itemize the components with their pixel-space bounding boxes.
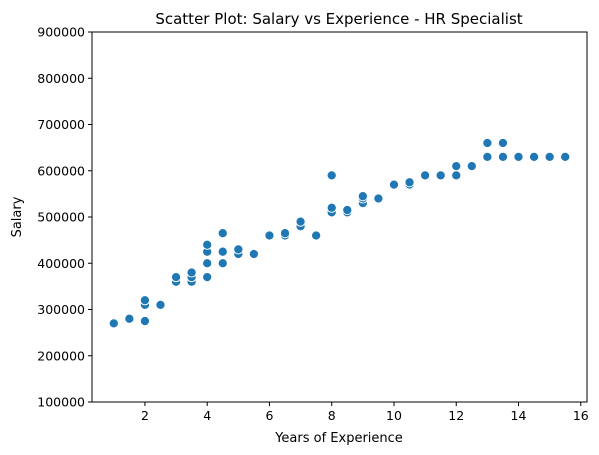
scatter-point <box>404 177 415 188</box>
scatter-point <box>497 137 508 149</box>
scatter-point <box>544 151 555 162</box>
y-tick-label: 400000 <box>37 256 85 271</box>
scatter-point <box>529 151 540 162</box>
scatter-point <box>155 299 166 310</box>
scatter-point <box>279 228 291 239</box>
x-tick-label: 14 <box>511 408 527 423</box>
scatter-point <box>560 151 571 162</box>
scatter-point <box>139 316 150 327</box>
scatter-point <box>497 151 508 162</box>
scatter-point <box>202 258 213 269</box>
scatter-point <box>513 151 524 162</box>
scatter-point <box>326 202 337 213</box>
y-tick-label: 200000 <box>37 348 85 363</box>
scatter-point <box>233 244 244 255</box>
scatter-point <box>373 193 384 204</box>
scatter-point <box>124 313 135 324</box>
y-tick-label: 500000 <box>37 210 85 225</box>
plot-frame <box>91 31 588 403</box>
x-axis: 2 4 6 8 10 12 14 16 <box>141 402 589 423</box>
scatter-point <box>342 205 353 216</box>
scatter-point <box>420 170 431 181</box>
y-tick-label: 900000 <box>37 25 85 40</box>
chart-title: Scatter Plot: Salary vs Experience - HR … <box>155 10 522 28</box>
scatter-point <box>248 248 259 260</box>
scatter-point <box>357 191 368 202</box>
scatter-point <box>482 137 493 149</box>
x-tick-label: 6 <box>265 408 273 423</box>
scatter-point <box>435 170 446 181</box>
scatter-point <box>202 272 213 283</box>
scatter-point <box>311 230 322 241</box>
scatter-point <box>295 216 306 227</box>
y-tick-label: 100000 <box>37 395 85 410</box>
scatter-point <box>217 246 228 257</box>
y-axis: 100000 200000 300000 400000 500000 600000 7000… <box>37 25 92 410</box>
scatter-point <box>186 267 197 278</box>
scatter-point <box>171 272 182 283</box>
scatter-point <box>326 170 337 181</box>
scatter-point <box>466 161 477 172</box>
x-axis-title: Years of Experience <box>274 431 403 446</box>
x-tick-label: 16 <box>573 408 589 423</box>
scatter-point <box>482 151 493 162</box>
scatter-point <box>451 161 462 172</box>
y-tick-label: 700000 <box>37 117 85 132</box>
y-tick-label: 800000 <box>37 71 85 86</box>
scatter-point <box>202 239 213 250</box>
x-tick-label: 8 <box>328 408 336 423</box>
scatter-point <box>388 179 400 190</box>
points-layer <box>108 137 571 329</box>
x-tick-label: 12 <box>448 408 464 423</box>
x-tick-label: 10 <box>386 408 402 423</box>
scatter-point <box>451 170 462 181</box>
scatter-point <box>217 228 228 239</box>
scatter-point <box>139 295 150 306</box>
scatter-point <box>264 230 275 241</box>
y-axis-title: Salary <box>10 196 25 237</box>
x-tick-label: 2 <box>141 408 149 423</box>
x-tick-label: 4 <box>203 408 211 423</box>
y-tick-label: 600000 <box>37 163 85 178</box>
scatter-point <box>108 318 119 329</box>
y-tick-label: 300000 <box>37 302 85 317</box>
scatter-point <box>217 258 228 269</box>
